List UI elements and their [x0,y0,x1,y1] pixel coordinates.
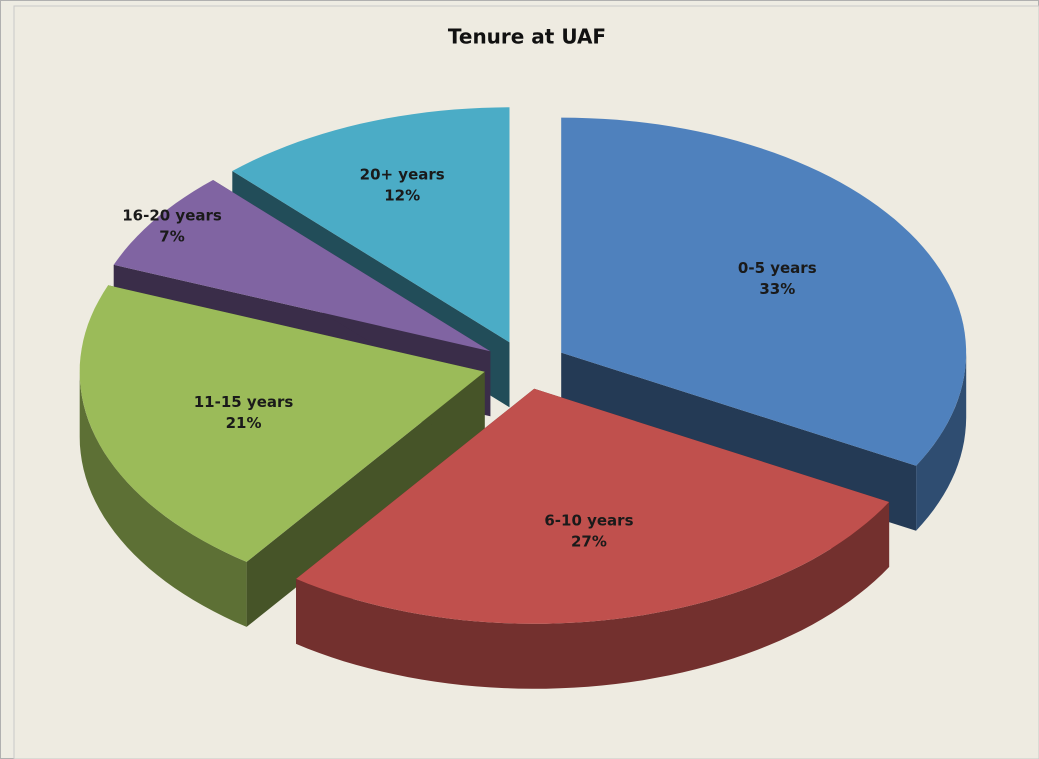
slice-wall [916,352,967,531]
data-label-value: 27% [571,532,607,550]
data-label-value: 12% [384,187,420,205]
data-label-name: 6-10 years [544,511,633,529]
data-label-name: 20+ years [360,166,445,184]
slice [232,107,510,343]
slice [113,180,491,352]
data-label-name: 16-20 years [122,206,222,224]
slice [561,117,967,466]
data-label-name: 0-5 years [738,259,817,277]
slice-wall [296,502,890,689]
data-label-value: 7% [159,227,184,245]
slice-wall [79,371,247,627]
chart-title: Tenure at UAF [448,25,606,49]
data-label-value: 21% [226,414,262,432]
slice-side [246,371,485,627]
slice [296,388,890,624]
slice [79,285,485,562]
data-label-value: 33% [759,280,795,298]
data-label-name: 11-15 years [194,393,294,411]
